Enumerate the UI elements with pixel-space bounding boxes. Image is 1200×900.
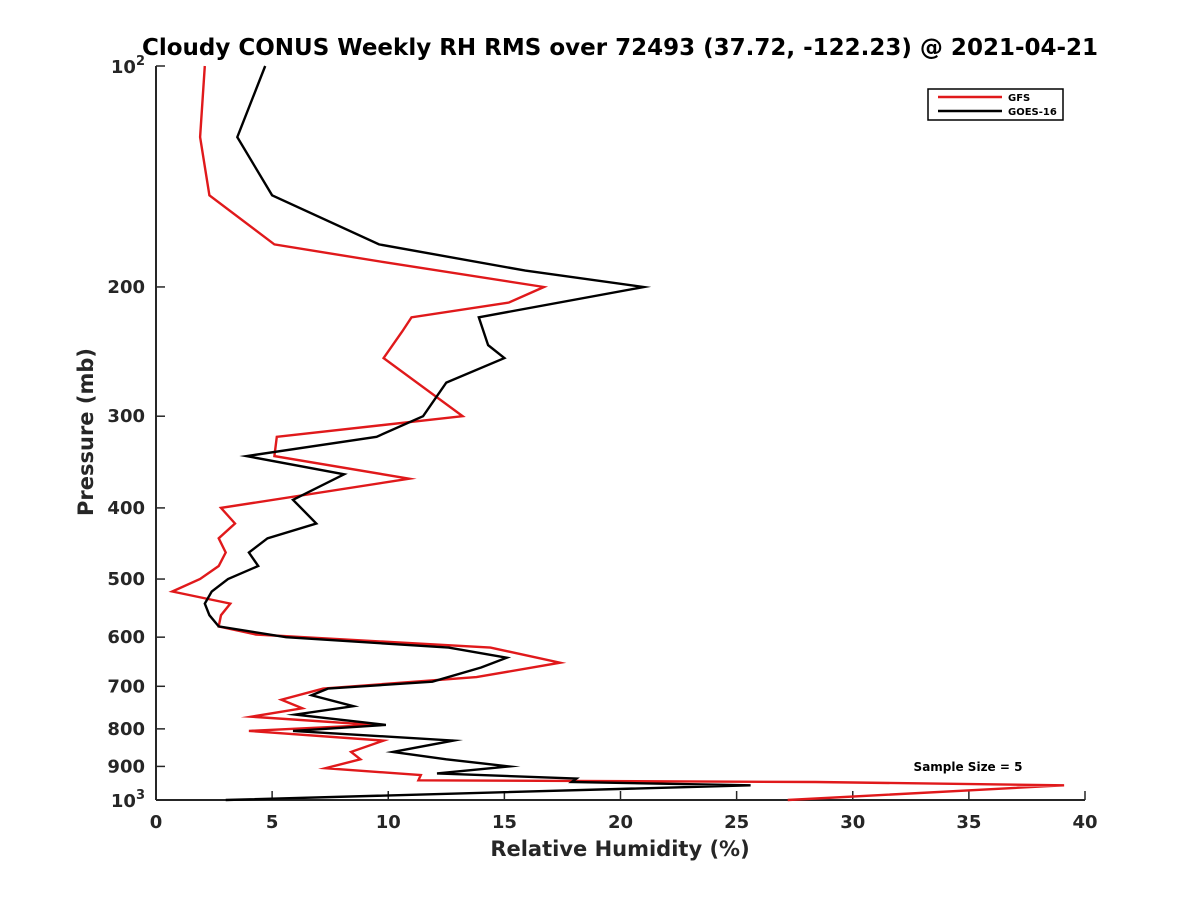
legend: GFS GOES-16 bbox=[927, 88, 1064, 121]
legend-box bbox=[927, 88, 1064, 121]
x-tick-label: 40 bbox=[1072, 812, 1097, 833]
y-tick-label: 600 bbox=[107, 627, 145, 648]
legend-label: GOES-16 bbox=[1008, 107, 1057, 118]
x-tick-label: 25 bbox=[724, 812, 749, 833]
x-axis-label: Relative Humidity (%) bbox=[490, 837, 749, 861]
x-tick-label: 10 bbox=[376, 812, 401, 833]
y-tick-label: 103 bbox=[111, 788, 145, 812]
y-tick-label: 700 bbox=[107, 676, 145, 697]
y-axis-label: Pressure (mb) bbox=[74, 348, 98, 516]
y-tick-label: 500 bbox=[107, 569, 145, 590]
x-tick-label: 20 bbox=[608, 812, 633, 833]
y-tick-label: 800 bbox=[107, 719, 145, 740]
y-tick-label: 400 bbox=[107, 498, 145, 519]
plot-lines bbox=[168, 65, 1065, 802]
y-tick-label: 900 bbox=[107, 756, 145, 777]
series-line-goes-16 bbox=[203, 65, 751, 802]
x-tick-label: 35 bbox=[956, 812, 981, 833]
x-tick-label: 15 bbox=[492, 812, 517, 833]
legend-label: GFS bbox=[1008, 93, 1030, 104]
y-tick-label: 200 bbox=[107, 277, 145, 298]
y-tick-label: 102 bbox=[111, 54, 145, 78]
chart-title: Cloudy CONUS Weekly RH RMS over 72493 (3… bbox=[142, 35, 1098, 61]
sample-size-annotation: Sample Size = 5 bbox=[914, 760, 1023, 774]
series-line-gfs bbox=[168, 65, 1065, 802]
x-tick-label: 5 bbox=[266, 812, 279, 833]
x-tick-label: 30 bbox=[840, 812, 865, 833]
y-tick-label: 300 bbox=[107, 406, 145, 427]
x-tick-label: 0 bbox=[150, 812, 163, 833]
axes: 0 5 10 15 20 25 30 35 40 102 200 300 400 500 600 700 800… bbox=[107, 54, 1097, 833]
